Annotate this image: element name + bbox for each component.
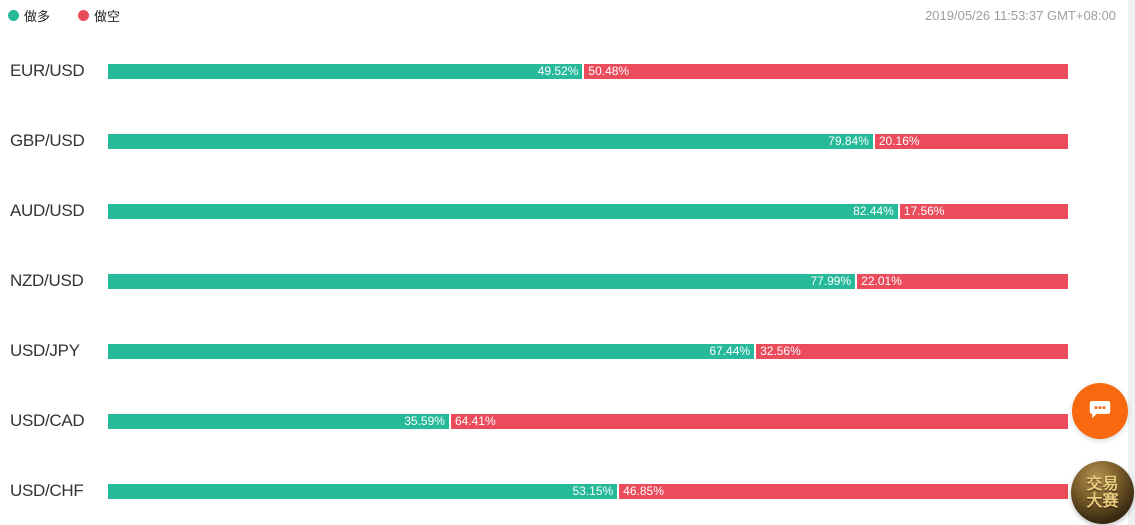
- pair-label: NZD/USD: [10, 271, 84, 290]
- badge-line2: 大赛: [1086, 492, 1119, 510]
- short-percent-label: 50.48%: [588, 63, 630, 78]
- long-short-ratio-bar[interactable]: 67.44% 32.56%: [108, 343, 1068, 359]
- long-bar-segment[interactable]: 35.59%: [108, 413, 449, 429]
- legend-long-label: 做多: [24, 9, 51, 24]
- pair-row: NZD/USD 77.99% 22.01%: [0, 246, 1135, 316]
- pair-label: USD/CAD: [10, 411, 85, 430]
- badge-line1: 交易: [1086, 475, 1119, 493]
- short-bar-segment[interactable]: 22.01%: [857, 273, 1068, 289]
- topbar: 做多 做空 2019/05/26 11:53:37 GMT+08:00: [0, 0, 1128, 34]
- timestamp: 2019/05/26 11:53:37 GMT+08:00: [925, 8, 1116, 23]
- long-percent-label: 67.44%: [709, 343, 751, 358]
- short-percent-label: 17.56%: [903, 203, 945, 218]
- short-percent-label: 46.85%: [623, 483, 664, 498]
- long-bar-segment[interactable]: 79.84%: [108, 133, 873, 149]
- short-percent-label: 22.01%: [861, 273, 902, 288]
- short-percent-label: 32.56%: [760, 343, 801, 358]
- long-bar-segment[interactable]: 53.15%: [108, 483, 618, 499]
- pair-label: EUR/USD: [10, 61, 85, 80]
- short-percent-label: 20.16%: [878, 133, 920, 148]
- long-short-ratio-bar[interactable]: 79.84% 20.16%: [108, 133, 1068, 149]
- trading-contest-badge[interactable]: 交易 大赛: [1071, 461, 1134, 524]
- short-bar-segment[interactable]: 64.41%: [450, 413, 1068, 429]
- pair-label: USD/CHF: [10, 481, 84, 500]
- pair-row: GBP/USD 79.84% 20.16%: [0, 106, 1135, 176]
- legend: 做多 做空: [8, 6, 120, 25]
- long-legend-dot-icon: [8, 10, 19, 21]
- long-bar-segment[interactable]: 77.99%: [108, 273, 856, 289]
- long-percent-label: 79.84%: [828, 133, 869, 148]
- short-bar-segment[interactable]: 17.56%: [899, 203, 1068, 219]
- short-legend-dot-icon: [78, 10, 90, 21]
- long-percent-label: 49.52%: [537, 63, 579, 78]
- pair-row: AUD/USD 82.44% 17.56%: [0, 176, 1135, 246]
- short-bar-segment[interactable]: 46.85%: [619, 483, 1068, 499]
- pair-row: EUR/USD 49.52% 50.48%: [0, 36, 1135, 106]
- pair-row: USD/JPY 67.44% 32.56%: [0, 316, 1135, 386]
- long-short-ratio-bar[interactable]: 82.44% 17.56%: [108, 203, 1068, 219]
- chat-bubble-icon: [1086, 395, 1114, 428]
- pair-row: USD/CHF 53.15% 46.85%: [0, 456, 1135, 525]
- short-bar-segment[interactable]: 32.56%: [756, 343, 1068, 359]
- short-bar-segment[interactable]: 20.16%: [874, 133, 1068, 149]
- chat-fab-button[interactable]: [1072, 383, 1128, 439]
- long-bar-segment[interactable]: 82.44%: [108, 203, 898, 219]
- pair-label: USD/JPY: [10, 341, 80, 360]
- long-percent-label: 77.99%: [810, 273, 852, 288]
- long-percent-label: 82.44%: [853, 203, 894, 218]
- long-bar-segment[interactable]: 49.52%: [108, 63, 583, 79]
- long-short-ratio-bar[interactable]: 49.52% 50.48%: [108, 63, 1068, 79]
- pair-label: GBP/USD: [10, 131, 85, 150]
- legend-item-short[interactable]: 做空: [78, 6, 120, 25]
- legend-item-long[interactable]: 做多: [8, 6, 50, 25]
- scrollbar-track[interactable]: [1128, 0, 1135, 525]
- long-percent-label: 35.59%: [404, 413, 445, 428]
- bars-area: EUR/USD 49.52% 50.48% GBP/USD 79.84% 20.16% AU…: [0, 36, 1135, 525]
- long-bar-segment[interactable]: 67.44%: [108, 343, 755, 359]
- long-short-ratio-bar[interactable]: 35.59% 64.41%: [108, 413, 1068, 429]
- short-percent-label: 64.41%: [454, 413, 496, 428]
- short-bar-segment[interactable]: 50.48%: [584, 63, 1068, 79]
- long-short-ratio-bar[interactable]: 77.99% 22.01%: [108, 273, 1068, 289]
- legend-short-label: 做空: [94, 9, 121, 24]
- pair-row: USD/CAD 35.59% 64.41%: [0, 386, 1135, 456]
- long-short-ratio-bar[interactable]: 53.15% 46.85%: [108, 483, 1068, 499]
- long-percent-label: 53.15%: [572, 483, 614, 498]
- pair-label: AUD/USD: [10, 201, 85, 220]
